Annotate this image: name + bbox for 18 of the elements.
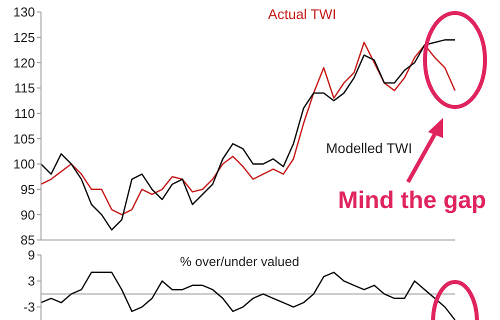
annotation: Mind the gap [338, 187, 486, 215]
line-series [40, 272, 456, 320]
y-tick-label: 125 [13, 30, 35, 45]
y-tick-label: 100 [13, 156, 35, 172]
y-tick-label: 85 [20, 232, 35, 248]
y-tick-label: 110 [14, 106, 35, 121]
y-tick-label: -3 [23, 300, 35, 315]
text: Actual TWI [268, 6, 336, 22]
y-tick-label: 120 [13, 55, 35, 70]
y-tick-label: 105 [13, 131, 35, 146]
y-tick-label: 115 [14, 80, 35, 96]
chart-title: % over/under valued [180, 254, 300, 269]
y-tick-label: 3 [28, 274, 35, 289]
y-tick-label: 130 [13, 4, 35, 20]
y-tick-label: 95 [20, 182, 35, 197]
text: Modelled TWI [326, 140, 412, 156]
y-tick-label: 9 [28, 248, 35, 263]
y-tick-label: 90 [20, 207, 35, 222]
